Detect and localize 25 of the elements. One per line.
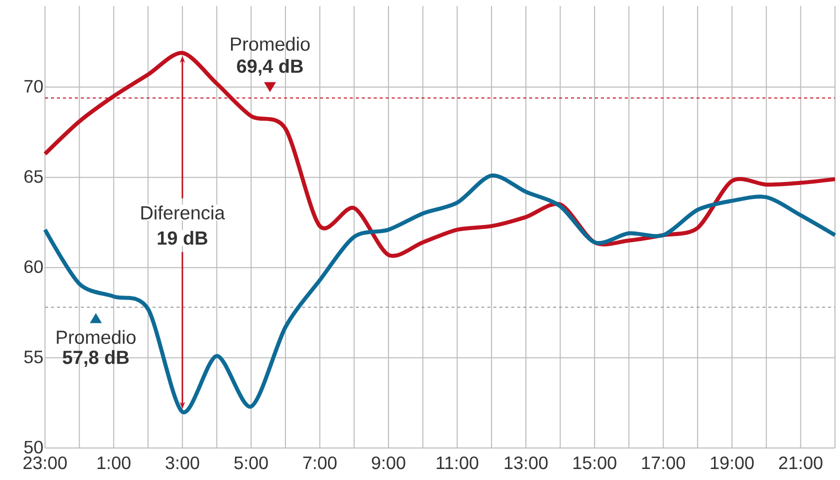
y-tick-label: 55 bbox=[24, 350, 43, 364]
x-tick-label: 17:00 bbox=[642, 456, 686, 470]
line-series bbox=[43, 174, 838, 414]
x-tick-label: 3:00 bbox=[166, 456, 200, 470]
y-tick-label: 60 bbox=[24, 260, 43, 274]
x-tick-label: 13:00 bbox=[504, 456, 548, 470]
annotation: Promedio bbox=[56, 330, 136, 344]
x-tick-label: 7:00 bbox=[303, 456, 337, 470]
y-tick-label: 65 bbox=[24, 170, 43, 183]
annotation: 69,4 dB bbox=[237, 59, 303, 76]
x-tick-label: 15:00 bbox=[573, 456, 616, 470]
y-tick-label: 50 bbox=[24, 440, 43, 454]
x-tick-label: 11:00 bbox=[436, 456, 478, 470]
x-tick-label: 23:00 bbox=[23, 456, 67, 470]
line-series bbox=[43, 50, 838, 258]
x-tick-label: 5:00 bbox=[234, 456, 268, 470]
annotation: Promedio bbox=[231, 36, 310, 51]
x-tick-label: 9:00 bbox=[372, 456, 406, 470]
y-tick-label: 70 bbox=[24, 80, 43, 93]
x-tick-label: 21:00 bbox=[779, 456, 822, 470]
x-tick-label: 19:00 bbox=[710, 456, 754, 470]
x-tick-label: 1:00 bbox=[98, 456, 130, 470]
annotation: 57,8 dB bbox=[62, 350, 129, 367]
annotation: Diferencia bbox=[141, 206, 225, 220]
annotation: 19 dB bbox=[158, 230, 208, 245]
